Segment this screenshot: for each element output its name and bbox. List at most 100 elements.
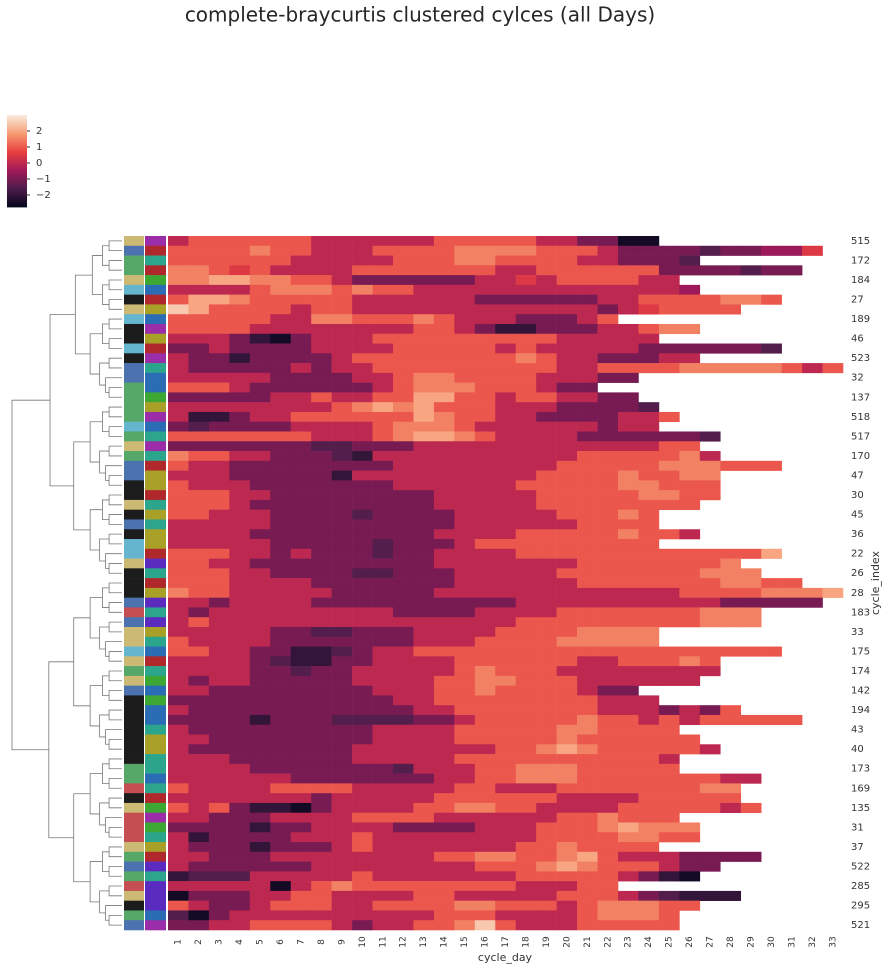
heatmap-cell [311, 236, 332, 247]
heatmap-cell [679, 284, 701, 295]
heatmap-cell [474, 372, 496, 383]
colorbar-segment [7, 166, 27, 168]
dendrogram-link [11, 399, 51, 751]
heatmap-cell [352, 744, 373, 755]
row-color [124, 353, 144, 364]
heatmap-cell [413, 392, 435, 403]
heatmap-cell [556, 460, 578, 471]
heatmap-cell [536, 490, 557, 501]
heatmap-cell [658, 773, 680, 784]
heatmap-cell [556, 411, 578, 423]
heatmap-cell [168, 519, 189, 530]
heatmap-cell [658, 294, 680, 305]
heatmap-cell [536, 832, 557, 843]
heatmap-cell [638, 441, 660, 452]
heatmap-cell [249, 714, 271, 726]
heatmap-cell [229, 910, 251, 921]
heatmap-cell [658, 920, 680, 931]
dendrogram-link [73, 441, 91, 531]
dendrogram-link [108, 475, 122, 486]
heatmap-cell [352, 470, 373, 481]
heatmap-cell [229, 920, 251, 931]
heatmap-cell [679, 558, 701, 569]
heatmap-cell [699, 470, 721, 481]
heatmap-cell [658, 793, 680, 804]
heatmap-cell [495, 724, 517, 735]
heatmap-cell [474, 245, 496, 256]
heatmap-cell [352, 539, 373, 550]
heatmap-cell [433, 851, 455, 862]
heatmap-cell [331, 812, 353, 823]
heatmap-cell [556, 626, 578, 638]
heatmap-cell [311, 890, 332, 901]
heatmap-cell [188, 861, 210, 872]
heatmap-cell [208, 392, 230, 403]
heatmap-cell [188, 900, 210, 911]
dendrogram-link [99, 802, 110, 826]
heatmap-cell [474, 597, 496, 608]
heatmap-cell [270, 832, 292, 843]
heatmap-cell [658, 470, 680, 481]
row-color [124, 646, 144, 657]
heatmap-cell [474, 744, 496, 755]
row-color [145, 920, 166, 931]
heatmap-cell [413, 773, 435, 784]
heatmap-cell [658, 568, 680, 579]
heatmap-cell [658, 656, 680, 667]
heatmap-cell [168, 363, 189, 374]
heatmap-cell [229, 451, 251, 462]
heatmap-cell [393, 626, 414, 638]
heatmap-cell [720, 890, 742, 901]
heatmap-cell [720, 568, 742, 579]
heatmap-cell [352, 763, 373, 774]
heatmap-cell [229, 607, 251, 618]
heatmap-cell [474, 304, 496, 315]
x-tick-label: 28 [726, 936, 736, 948]
heatmap-cell [495, 539, 517, 550]
heatmap-cell [577, 294, 598, 305]
heatmap-cell [352, 783, 373, 794]
heatmap-cell [311, 333, 332, 344]
heatmap-cell [740, 363, 762, 374]
heatmap-cell [474, 284, 496, 295]
heatmap-cell [168, 714, 189, 726]
heatmap-cell [720, 265, 742, 276]
colorbar-segment [7, 189, 27, 191]
heatmap-cell [454, 910, 476, 921]
heatmap-cell [372, 382, 394, 393]
row-color [124, 675, 144, 686]
heatmap-cell [495, 812, 517, 823]
heatmap-cell [188, 304, 210, 315]
heatmap-cell [311, 607, 332, 618]
heatmap-cell [618, 900, 639, 911]
heatmap-cell [577, 646, 598, 657]
row-color [124, 275, 144, 286]
heatmap-cell [597, 236, 619, 247]
heatmap-cell [597, 832, 619, 843]
heatmap-cell [515, 382, 537, 393]
heatmap-cell [208, 744, 230, 755]
heatmap-cell [515, 773, 537, 784]
heatmap-cell [618, 607, 639, 618]
heatmap-cell [740, 294, 762, 305]
heatmap-cell [536, 314, 557, 325]
heatmap-cell [720, 793, 742, 804]
heatmap-cell [597, 890, 619, 901]
row-color [124, 480, 144, 491]
y-tick-label: 33 [851, 627, 864, 638]
heatmap-cell [556, 392, 578, 403]
heatmap-cell [618, 773, 639, 784]
heatmap-cell [638, 587, 660, 598]
heatmap-cell [536, 861, 557, 872]
heatmap-cell [372, 900, 394, 911]
y-axis-label: cycle_index [869, 551, 882, 616]
heatmap-cell [536, 724, 557, 735]
heatmap-cell [720, 597, 742, 608]
heatmap-cell [658, 343, 680, 354]
heatmap-cell [393, 685, 414, 696]
heatmap-cell [454, 578, 476, 589]
dendrogram-link [108, 690, 122, 701]
heatmap-cell [352, 900, 373, 911]
heatmap-cell [556, 890, 578, 901]
heatmap-cell [188, 763, 210, 774]
